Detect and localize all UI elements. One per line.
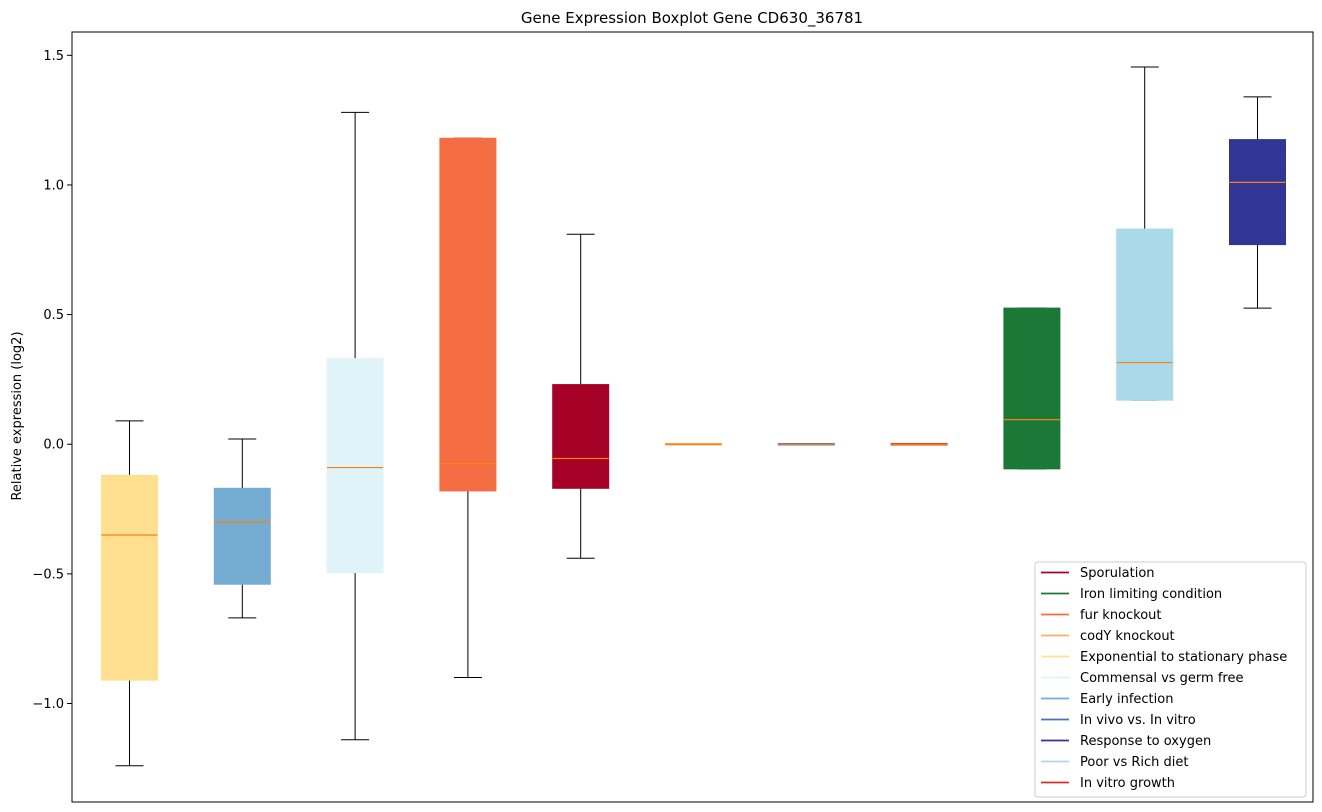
legend-entry-9: Response to oxygen bbox=[1041, 734, 1211, 749]
legend-entry-8: In vivo vs. In vitro bbox=[1041, 713, 1196, 728]
legend-entry-2: Iron limiting condition bbox=[1041, 587, 1222, 602]
legend-entry-1: Sporulation bbox=[1041, 566, 1155, 581]
legend-entry-4: codY knockout bbox=[1041, 629, 1175, 644]
box bbox=[1003, 307, 1061, 470]
legend-entry-7: Early infection bbox=[1041, 692, 1173, 707]
box bbox=[1116, 228, 1174, 401]
y-tick-label: 1.5 bbox=[43, 49, 64, 64]
legend-entry-3: fur knockout bbox=[1041, 608, 1162, 623]
box-group-3 bbox=[326, 111, 384, 741]
legend: Sporulation Iron limiting condition fur kn… bbox=[1034, 561, 1307, 798]
box-group-6 bbox=[665, 442, 722, 446]
y-tick-label: 0.5 bbox=[43, 308, 64, 323]
box-group-9 bbox=[1003, 307, 1061, 470]
box-group-7 bbox=[777, 442, 835, 446]
legend-entry-6: Commensal vs germ free bbox=[1041, 671, 1243, 686]
legend-label: In vivo vs. In vitro bbox=[1080, 713, 1196, 728]
y-axis-label: Relative expression (log2) bbox=[10, 331, 25, 500]
legend-label: fur knockout bbox=[1080, 608, 1162, 623]
box bbox=[326, 358, 384, 574]
legend-label: Iron limiting condition bbox=[1080, 587, 1222, 602]
legend-label: Early infection bbox=[1080, 692, 1173, 707]
box-group-1 bbox=[101, 420, 158, 767]
legend-entry-5: Exponential to stationary phase bbox=[1041, 650, 1287, 665]
legend-frame bbox=[1034, 561, 1307, 798]
box-group-2 bbox=[213, 438, 271, 619]
legend-label: Sporulation bbox=[1080, 566, 1155, 581]
legend-entry-11: In vitro growth bbox=[1041, 776, 1175, 791]
y-tick-label: 0.0 bbox=[43, 438, 64, 453]
axes-frame bbox=[71, 31, 1314, 803]
y-tick-label: −0.5 bbox=[32, 567, 64, 582]
y-tick-label: 1.0 bbox=[43, 178, 64, 193]
box-group-4 bbox=[439, 137, 497, 679]
y-tick-label: −1.0 bbox=[32, 697, 64, 712]
box-group-11 bbox=[1229, 96, 1286, 309]
legend-label: Exponential to stationary phase bbox=[1080, 650, 1287, 665]
box-group-5 bbox=[552, 233, 610, 559]
box bbox=[213, 487, 271, 585]
box-group-10 bbox=[1116, 66, 1174, 401]
box-group-8 bbox=[890, 442, 948, 446]
plot-area bbox=[101, 66, 1286, 767]
legend-label: Poor vs Rich diet bbox=[1080, 755, 1188, 770]
legend-label: Commensal vs germ free bbox=[1080, 671, 1243, 686]
y-axis: −1.0 −0.5 0.0 0.5 1.0 1.5 bbox=[32, 49, 72, 712]
box bbox=[552, 384, 610, 489]
legend-label: In vitro growth bbox=[1080, 776, 1175, 791]
legend-entry-10: Poor vs Rich diet bbox=[1041, 755, 1188, 770]
box bbox=[439, 137, 497, 492]
legend-label: Response to oxygen bbox=[1080, 734, 1211, 749]
legend-label: codY knockout bbox=[1080, 629, 1175, 644]
box bbox=[1229, 139, 1286, 246]
chart-title: Gene Expression Boxplot Gene CD630_36781 bbox=[521, 9, 863, 28]
box bbox=[101, 474, 158, 681]
